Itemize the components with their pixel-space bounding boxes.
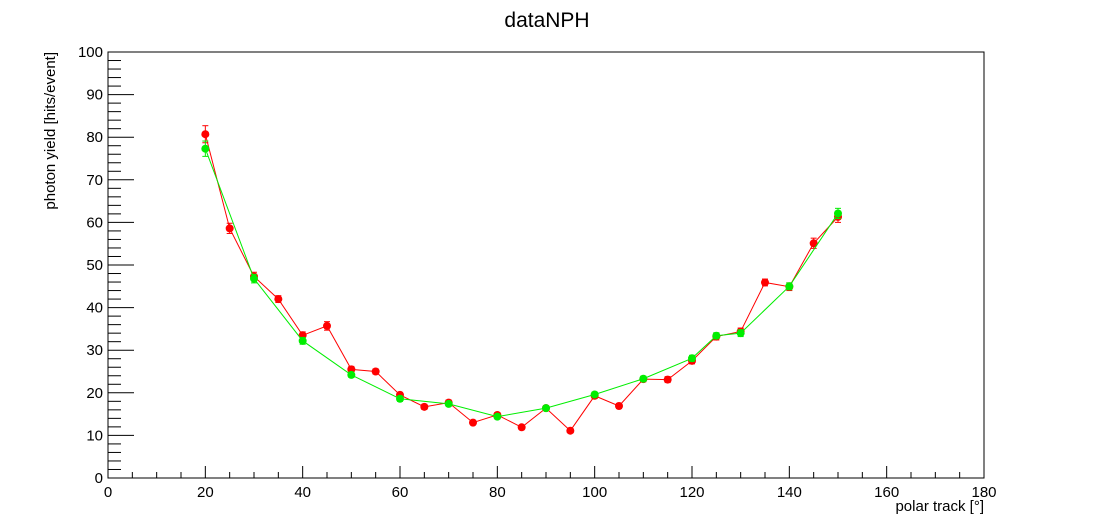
y-axis: 0 10 20 30 40 50 60 70 80 90 100 xyxy=(78,44,134,487)
data-point-simulation xyxy=(785,282,794,291)
data-point-data xyxy=(469,418,477,427)
data-point-data xyxy=(566,426,575,435)
data-point-simulation xyxy=(712,331,721,340)
x-tick-label: 0 xyxy=(104,484,112,501)
series-line-simulation xyxy=(204,148,839,418)
y-tick-label: 80 xyxy=(86,129,103,146)
data-point-simulation xyxy=(444,399,453,408)
x-axis-label: polar track [°] xyxy=(895,498,984,515)
data-point-simulation xyxy=(834,209,842,218)
x-tick-label: 160 xyxy=(874,484,899,501)
data-point-simulation xyxy=(396,394,404,403)
data-point-simulation xyxy=(639,374,648,383)
x-tick-label: 80 xyxy=(489,484,506,501)
x-axis: 0 20 40 60 80 100 120 140 160 180 xyxy=(104,466,997,501)
data-point-simulation xyxy=(493,412,502,421)
data-point-simulation xyxy=(250,274,258,283)
y-tick-label: 20 xyxy=(86,385,103,402)
plot-frame xyxy=(107,51,985,479)
y-tick-label: 10 xyxy=(86,427,103,444)
y-tick-label: 30 xyxy=(86,342,103,359)
x-tick-label: 40 xyxy=(294,484,311,501)
data-point-simulation xyxy=(688,354,696,363)
y-tick-label: 70 xyxy=(86,172,103,189)
series-line-data xyxy=(204,134,839,432)
x-tick-label: 60 xyxy=(392,484,409,501)
data-point-simulation xyxy=(736,329,745,338)
data-point-simulation xyxy=(590,390,599,399)
data-point-data xyxy=(225,224,234,233)
data-point-data xyxy=(347,365,356,374)
data-point-data xyxy=(761,278,769,287)
x-tick-label: 140 xyxy=(777,484,802,501)
data-point-data xyxy=(517,423,526,432)
y-tick-label: 50 xyxy=(86,257,103,274)
x-tick-label: 100 xyxy=(582,484,607,501)
data-point-simulation xyxy=(347,370,356,379)
x-tick-label: 20 xyxy=(197,484,214,501)
y-tick-label: 90 xyxy=(86,87,103,104)
data-point-data xyxy=(663,375,672,384)
data-point-data xyxy=(809,239,818,248)
data-point-data xyxy=(274,295,283,304)
series-layer xyxy=(201,125,842,435)
series-simulation xyxy=(201,140,842,421)
x-tick-label: 120 xyxy=(679,484,704,501)
y-axis-label: photon yield [hits/event] xyxy=(42,52,59,210)
x-tick-label: 180 xyxy=(971,484,996,501)
data-point-data xyxy=(420,402,429,411)
y-tick-label: 40 xyxy=(86,300,103,317)
data-point-simulation xyxy=(201,144,210,153)
data-point-simulation xyxy=(298,336,307,345)
y-tick-label: 0 xyxy=(95,470,103,487)
series-data xyxy=(201,125,842,435)
chart-title: dataNPH xyxy=(504,9,589,32)
data-point-data xyxy=(323,321,331,330)
data-point-simulation xyxy=(542,404,550,413)
data-point-data xyxy=(615,402,623,411)
y-tick-label: 60 xyxy=(86,214,103,231)
y-tick-label: 100 xyxy=(78,44,103,61)
data-point-data xyxy=(371,367,380,376)
data-point-data xyxy=(201,130,210,139)
